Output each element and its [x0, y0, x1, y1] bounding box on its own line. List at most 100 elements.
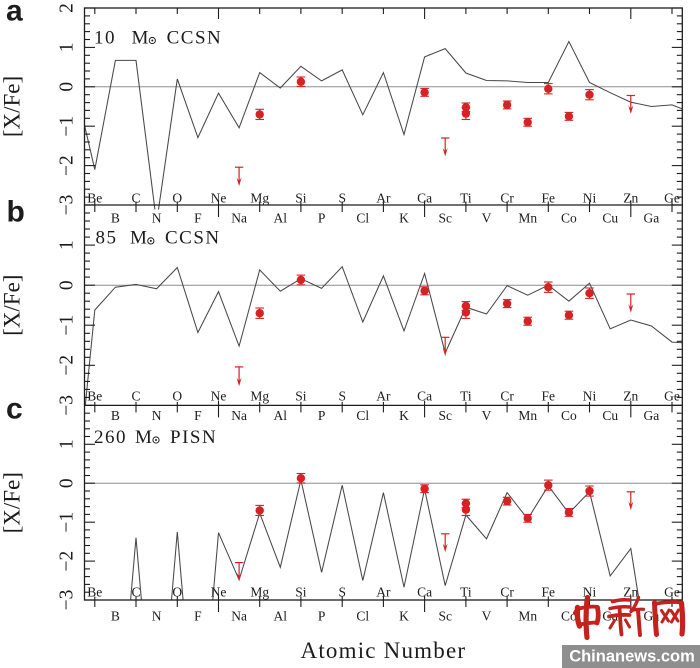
svg-text:PISN: PISN: [170, 427, 217, 448]
svg-text:Si: Si: [295, 190, 307, 205]
svg-text:N: N: [152, 609, 162, 624]
svg-text:CCSN: CCSN: [165, 228, 221, 249]
svg-text:Al: Al: [274, 408, 288, 423]
svg-text:−1: −1: [57, 315, 78, 336]
svg-text:Ni: Ni: [583, 190, 597, 205]
svg-text:Ar: Ar: [376, 388, 391, 403]
svg-text:Mn: Mn: [518, 609, 537, 624]
svg-text:Si: Si: [295, 388, 307, 403]
svg-text:C: C: [131, 584, 140, 599]
svg-text:Ni: Ni: [583, 388, 597, 403]
svg-text:−2: −2: [57, 155, 78, 176]
svg-text:−3: −3: [57, 395, 78, 416]
svg-text:Fe: Fe: [542, 190, 556, 205]
svg-text:Zn: Zn: [623, 388, 638, 403]
svg-text:S: S: [338, 190, 346, 205]
svg-text:Co: Co: [561, 609, 577, 624]
svg-text:CCSN: CCSN: [167, 27, 223, 48]
svg-text:M: M: [135, 427, 153, 448]
svg-text:F: F: [194, 211, 202, 226]
svg-text:Ga: Ga: [644, 408, 660, 423]
svg-text:Be: Be: [87, 190, 102, 205]
svg-text:1: 1: [57, 43, 78, 53]
svg-text:Ca: Ca: [417, 190, 432, 205]
svg-text:B: B: [111, 211, 120, 226]
svg-text:Mn: Mn: [518, 408, 537, 423]
svg-text:Na: Na: [231, 408, 247, 423]
svg-text:O: O: [172, 388, 182, 403]
svg-text:−3: −3: [57, 195, 78, 216]
svg-text:Na: Na: [231, 211, 247, 226]
svg-text:Ne: Ne: [211, 584, 227, 599]
svg-text:−1: −1: [57, 116, 78, 137]
svg-text:Fe: Fe: [542, 388, 556, 403]
svg-text:Ga: Ga: [644, 211, 660, 226]
svg-text:Co: Co: [561, 408, 577, 423]
svg-text:Ne: Ne: [211, 190, 227, 205]
svg-text:−3: −3: [57, 590, 78, 611]
svg-text:Al: Al: [274, 609, 288, 624]
svg-text:[X/Fe]: [X/Fe]: [0, 76, 25, 137]
svg-text:C: C: [131, 388, 140, 403]
svg-text:Cu: Cu: [602, 211, 618, 226]
svg-text:P: P: [318, 609, 326, 624]
svg-text:260: 260: [94, 427, 127, 448]
svg-text:Mg: Mg: [250, 584, 269, 599]
svg-text:Al: Al: [274, 211, 288, 226]
svg-text:Sc: Sc: [438, 609, 452, 624]
svg-text:Ti: Ti: [460, 388, 472, 403]
svg-text:Fe: Fe: [542, 584, 556, 599]
svg-text:Co: Co: [561, 211, 577, 226]
svg-text:O: O: [172, 584, 182, 599]
svg-text:1: 1: [57, 240, 78, 250]
svg-text:N: N: [152, 408, 162, 423]
svg-text:a: a: [6, 0, 23, 28]
svg-text:−2: −2: [57, 551, 78, 572]
svg-text:Mg: Mg: [250, 190, 269, 205]
svg-text:V: V: [482, 609, 492, 624]
svg-text:10: 10: [94, 27, 116, 48]
svg-text:Ar: Ar: [376, 190, 391, 205]
svg-text:Zn: Zn: [623, 584, 638, 599]
svg-text:[X/Fe]: [X/Fe]: [0, 275, 25, 336]
svg-text:Cr: Cr: [500, 190, 514, 205]
svg-text:−1: −1: [57, 512, 78, 533]
svg-text:[X/Fe]: [X/Fe]: [0, 472, 25, 533]
svg-text:P: P: [318, 408, 326, 423]
svg-text:0: 0: [57, 280, 78, 290]
svg-text:Sc: Sc: [438, 211, 452, 226]
svg-text:Ti: Ti: [460, 190, 472, 205]
svg-text:Cl: Cl: [356, 609, 369, 624]
svg-text:K: K: [399, 408, 409, 423]
svg-text:Zn: Zn: [623, 190, 638, 205]
svg-text:c: c: [6, 392, 23, 425]
svg-text:Ge: Ge: [664, 388, 680, 403]
svg-text:Cl: Cl: [356, 408, 369, 423]
svg-text:Be: Be: [87, 584, 102, 599]
svg-text:C: C: [131, 190, 140, 205]
svg-text:−2: −2: [57, 355, 78, 376]
svg-text:Ca: Ca: [417, 388, 432, 403]
svg-text:Cr: Cr: [500, 388, 514, 403]
svg-text:Cr: Cr: [500, 584, 514, 599]
svg-text:F: F: [194, 408, 202, 423]
svg-text:Na: Na: [231, 609, 247, 624]
svg-text:M: M: [130, 228, 148, 249]
svg-text:S: S: [338, 388, 346, 403]
svg-text:Mn: Mn: [518, 211, 537, 226]
svg-text:Cl: Cl: [356, 211, 369, 226]
svg-text:K: K: [399, 609, 409, 624]
svg-text:Atomic Number: Atomic Number: [301, 638, 467, 663]
svg-text:M: M: [132, 27, 150, 48]
svg-text:2: 2: [57, 3, 78, 13]
svg-text:P: P: [318, 211, 326, 226]
svg-text:0: 0: [57, 82, 78, 92]
svg-text:Sc: Sc: [438, 408, 452, 423]
svg-text:1: 1: [57, 439, 78, 449]
svg-text:Be: Be: [87, 388, 102, 403]
svg-text:Mg: Mg: [250, 388, 269, 403]
svg-text:Ne: Ne: [211, 388, 227, 403]
svg-text:K: K: [399, 211, 409, 226]
svg-text:Ge: Ge: [664, 190, 680, 205]
svg-text:Chinanews.com: Chinanews.com: [569, 648, 695, 666]
